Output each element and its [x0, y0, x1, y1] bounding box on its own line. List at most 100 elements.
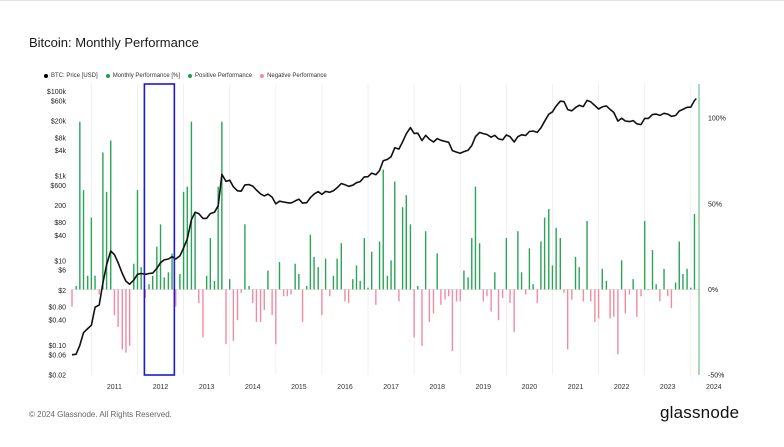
perf-bar-79[interactable]	[375, 289, 377, 305]
perf-bar-37[interactable]	[213, 280, 216, 290]
perf-bar-100[interactable]	[455, 289, 458, 302]
perf-bar-20[interactable]	[148, 284, 150, 290]
perf-bar-66[interactable]	[324, 258, 327, 290]
price-line[interactable]	[71, 97, 697, 356]
perf-bar-54[interactable]	[278, 262, 281, 290]
perf-bar-133[interactable]	[582, 289, 585, 302]
perf-bar-156[interactable]	[670, 289, 673, 309]
perf-bar-155[interactable]	[667, 289, 669, 297]
perf-bar-45[interactable]	[244, 224, 246, 290]
perf-bar-60[interactable]	[301, 289, 304, 322]
perf-bar-115[interactable]	[513, 289, 515, 333]
perf-bar-127[interactable]	[559, 238, 561, 290]
perf-bar-97[interactable]	[444, 289, 446, 300]
perf-bar-13[interactable]	[121, 289, 123, 350]
perf-bar-84[interactable]	[394, 181, 396, 290]
perf-bar-63[interactable]	[313, 256, 315, 290]
perf-bar-14[interactable]	[125, 289, 127, 353]
perf-bar-149[interactable]	[643, 220, 646, 290]
perf-bar-143[interactable]	[620, 260, 623, 290]
perf-bar-142[interactable]	[617, 289, 619, 355]
perf-bar-113[interactable]	[505, 238, 508, 290]
perf-bar-109[interactable]	[490, 289, 492, 312]
perf-bar-68[interactable]	[332, 275, 335, 290]
perf-bar-61[interactable]	[305, 285, 308, 290]
perf-bar-80[interactable]	[378, 241, 381, 290]
perf-bar-120[interactable]	[532, 284, 534, 290]
perf-bar-121[interactable]	[536, 289, 538, 304]
perf-bar-83[interactable]	[390, 260, 392, 290]
perf-bar-26[interactable]	[171, 253, 173, 290]
perf-bar-137[interactable]	[597, 289, 600, 319]
perf-bar-19[interactable]	[144, 289, 147, 298]
perf-bar-7[interactable]	[98, 289, 100, 295]
perf-bar-64[interactable]	[317, 267, 319, 290]
perf-bar-145[interactable]	[628, 289, 631, 295]
perf-bar-28[interactable]	[179, 274, 181, 290]
perf-bar-59[interactable]	[298, 274, 300, 290]
perf-bar-49[interactable]	[259, 289, 262, 322]
perf-bar-90[interactable]	[417, 285, 419, 290]
perf-bar-99[interactable]	[451, 289, 454, 352]
legend-item-monthly[interactable]: Monthly Performance [%]	[105, 73, 180, 79]
perf-bar-94[interactable]	[432, 289, 435, 314]
perf-bar-101[interactable]	[459, 289, 461, 302]
perf-bar-74[interactable]	[355, 265, 358, 290]
perf-bar-152[interactable]	[655, 284, 657, 290]
perf-bar-81[interactable]	[382, 169, 384, 290]
perf-bar-21[interactable]	[151, 275, 154, 290]
perf-bar-130[interactable]	[571, 289, 573, 300]
perf-bar-106[interactable]	[478, 243, 481, 290]
perf-bar-159[interactable]	[682, 274, 684, 290]
perf-bar-65[interactable]	[321, 289, 323, 316]
perf-bar-92[interactable]	[424, 231, 427, 290]
perf-bar-87[interactable]	[405, 195, 407, 290]
perf-bar-158[interactable]	[678, 241, 680, 290]
perf-bar-98[interactable]	[448, 289, 450, 297]
perf-bar-42[interactable]	[232, 289, 235, 341]
perf-bar-160[interactable]	[686, 268, 688, 290]
perf-bar-128[interactable]	[563, 289, 565, 293]
perf-bar-56[interactable]	[286, 289, 289, 297]
perf-bar-151[interactable]	[651, 250, 654, 290]
perf-bar-82[interactable]	[386, 275, 389, 290]
perf-bar-70[interactable]	[340, 243, 342, 290]
perf-bar-104[interactable]	[471, 238, 473, 290]
perf-bar-112[interactable]	[501, 289, 504, 298]
perf-bar-141[interactable]	[613, 289, 615, 317]
perf-bar-139[interactable]	[605, 280, 608, 290]
perf-bar-12[interactable]	[117, 289, 119, 328]
perf-bar-144[interactable]	[624, 289, 627, 314]
perf-bar-108[interactable]	[486, 289, 488, 297]
perf-bar-1[interactable]	[75, 285, 77, 290]
perf-bar-46[interactable]	[248, 285, 250, 290]
perf-bar-134[interactable]	[586, 220, 588, 290]
perf-bar-161[interactable]	[690, 287, 692, 290]
legend-item-positive[interactable]: Positive Performance	[188, 73, 252, 79]
perf-bar-124[interactable]	[548, 208, 550, 290]
perf-bar-36[interactable]	[209, 238, 212, 290]
perf-bar-126[interactable]	[555, 227, 557, 290]
perf-bar-3[interactable]	[82, 190, 85, 290]
perf-bar-9[interactable]	[105, 191, 108, 290]
perf-bar-146[interactable]	[632, 279, 634, 290]
perf-bar-24[interactable]	[163, 277, 165, 290]
perf-bar-48[interactable]	[255, 289, 258, 322]
perf-bar-107[interactable]	[482, 289, 484, 302]
perf-bar-51[interactable]	[267, 270, 269, 290]
perf-bar-6[interactable]	[94, 275, 96, 290]
perf-bar-105[interactable]	[474, 186, 477, 290]
perf-bar-89[interactable]	[413, 289, 415, 338]
perf-bar-111[interactable]	[497, 289, 500, 321]
perf-bar-91[interactable]	[421, 289, 423, 346]
perf-bar-95[interactable]	[436, 253, 438, 290]
perf-bar-132[interactable]	[578, 267, 580, 290]
perf-bar-162[interactable]	[693, 214, 696, 290]
perf-bar-53[interactable]	[275, 289, 277, 345]
perf-bar-119[interactable]	[528, 248, 531, 290]
perf-bar-27[interactable]	[175, 289, 177, 307]
perf-bar-5[interactable]	[90, 217, 93, 290]
perf-bar-32[interactable]	[194, 212, 196, 290]
perf-bar-153[interactable]	[659, 289, 661, 302]
perf-bar-138[interactable]	[601, 268, 603, 290]
